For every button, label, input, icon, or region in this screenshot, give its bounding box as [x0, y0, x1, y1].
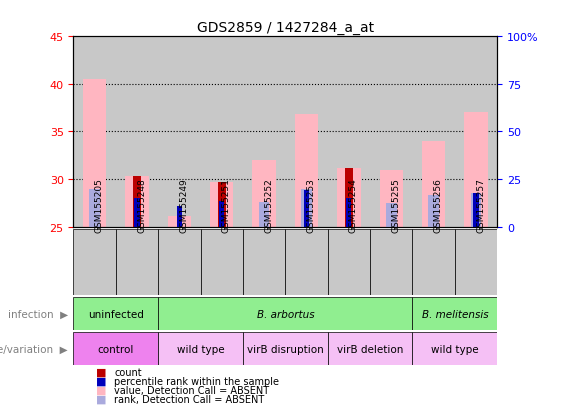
Bar — [370, 37, 412, 227]
Bar — [328, 229, 370, 295]
Bar — [464, 113, 488, 227]
Bar — [218, 183, 225, 227]
Bar — [386, 203, 397, 227]
Bar — [116, 37, 158, 227]
Bar — [158, 229, 201, 295]
Bar — [412, 297, 497, 330]
Bar — [328, 332, 412, 366]
Bar — [201, 37, 243, 227]
Bar — [346, 199, 351, 227]
Text: wild type: wild type — [177, 344, 224, 354]
Bar — [73, 229, 116, 295]
Text: GSM155254: GSM155254 — [349, 178, 358, 233]
Text: percentile rank within the sample: percentile rank within the sample — [114, 376, 279, 386]
Text: uninfected: uninfected — [88, 309, 144, 319]
Bar — [253, 161, 276, 227]
Bar — [201, 229, 243, 295]
Bar — [243, 229, 285, 295]
Text: infection  ▶: infection ▶ — [8, 309, 68, 319]
Bar — [73, 37, 116, 227]
Bar — [133, 177, 141, 227]
Text: GSM155252: GSM155252 — [264, 178, 273, 233]
Text: count: count — [114, 367, 142, 377]
Bar — [243, 332, 328, 366]
Text: GSM155253: GSM155253 — [306, 178, 315, 233]
Text: B. melitensis: B. melitensis — [421, 309, 488, 319]
Text: ■: ■ — [96, 394, 107, 404]
Bar — [158, 332, 243, 366]
Text: GSM155205: GSM155205 — [95, 178, 103, 233]
Bar — [301, 189, 312, 227]
Bar — [471, 194, 481, 227]
Text: wild type: wild type — [431, 344, 479, 354]
Bar — [455, 229, 497, 295]
Bar — [412, 37, 455, 227]
Bar — [158, 37, 201, 227]
Bar — [116, 229, 158, 295]
Text: B. arbortus: B. arbortus — [257, 309, 314, 319]
Text: virB disruption: virB disruption — [247, 344, 324, 354]
Bar — [412, 229, 455, 295]
Text: GSM155255: GSM155255 — [391, 178, 400, 233]
Text: ■: ■ — [96, 376, 107, 386]
Bar — [219, 202, 224, 227]
Bar — [83, 80, 106, 227]
Bar — [125, 177, 149, 227]
Text: genotype/variation  ▶: genotype/variation ▶ — [0, 344, 68, 354]
Bar — [295, 115, 318, 227]
Bar — [304, 190, 309, 227]
Title: GDS2859 / 1427284_a_at: GDS2859 / 1427284_a_at — [197, 21, 374, 35]
Text: control: control — [98, 344, 134, 354]
Text: GSM155249: GSM155249 — [179, 178, 188, 233]
Bar — [259, 202, 270, 227]
Bar — [328, 37, 370, 227]
Bar — [455, 37, 497, 227]
Bar — [73, 332, 158, 366]
Bar — [337, 168, 360, 227]
Text: value, Detection Call = ABSENT: value, Detection Call = ABSENT — [114, 385, 270, 395]
Text: GSM155248: GSM155248 — [137, 178, 146, 233]
Bar — [380, 170, 403, 227]
Bar — [168, 217, 191, 227]
Bar — [210, 183, 233, 227]
Bar — [73, 297, 158, 330]
Bar — [89, 189, 100, 227]
Text: rank, Detection Call = ABSENT: rank, Detection Call = ABSENT — [114, 394, 264, 404]
Bar — [412, 332, 497, 366]
Bar — [428, 196, 439, 227]
Text: GSM155251: GSM155251 — [221, 178, 231, 233]
Bar — [158, 297, 412, 330]
Bar — [285, 229, 328, 295]
Bar — [345, 168, 353, 227]
Bar — [285, 37, 328, 227]
Text: virB deletion: virB deletion — [337, 344, 403, 354]
Bar — [177, 206, 182, 227]
Bar — [370, 229, 412, 295]
Text: GSM155257: GSM155257 — [476, 178, 485, 233]
Text: GSM155256: GSM155256 — [434, 178, 442, 233]
Text: ■: ■ — [96, 385, 107, 395]
Text: ■: ■ — [96, 367, 107, 377]
Bar — [422, 142, 445, 227]
Bar — [134, 199, 140, 227]
Bar — [243, 37, 285, 227]
Bar — [473, 194, 479, 227]
